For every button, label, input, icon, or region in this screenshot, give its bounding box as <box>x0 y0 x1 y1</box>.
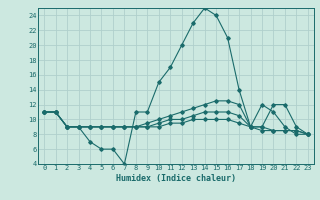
X-axis label: Humidex (Indice chaleur): Humidex (Indice chaleur) <box>116 174 236 183</box>
